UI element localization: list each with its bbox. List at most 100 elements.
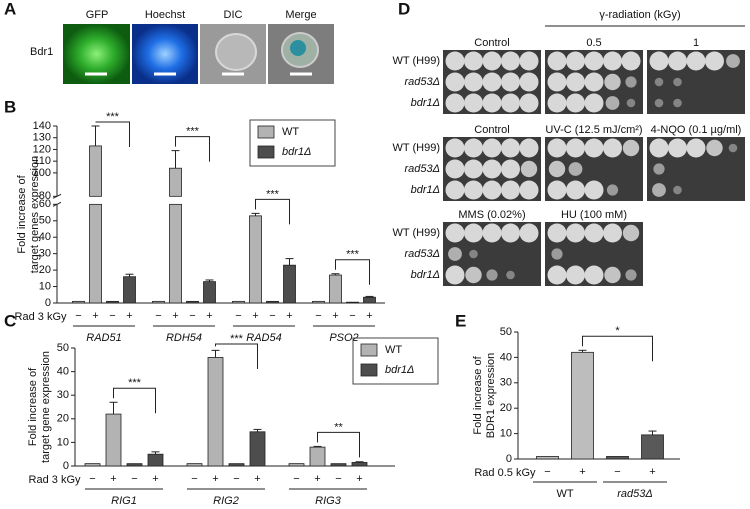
condition-label: +	[314, 473, 320, 485]
condition-label: +	[356, 473, 362, 485]
spot	[519, 180, 539, 200]
bar	[169, 167, 182, 197]
y-tick-label: 0	[63, 460, 69, 472]
significance-bracket	[582, 335, 653, 362]
spot	[445, 138, 465, 158]
spot	[668, 138, 687, 158]
legend-label: bdr1Δ	[385, 364, 414, 376]
spot	[519, 93, 539, 113]
spot	[584, 180, 604, 200]
bar	[330, 463, 347, 467]
spot	[445, 223, 465, 243]
y-tick-label: 120	[33, 143, 51, 155]
spot	[705, 51, 724, 71]
y-tick-label: 80	[39, 190, 51, 202]
y-tick-label: 20	[39, 264, 51, 276]
spot	[673, 77, 682, 87]
bar	[126, 463, 143, 467]
y-axis-label: Fold increase of	[16, 174, 28, 253]
spot	[566, 72, 585, 92]
spot	[520, 160, 538, 178]
bar	[309, 446, 326, 467]
legend-label: bdr1Δ	[282, 146, 311, 158]
spot	[469, 249, 478, 259]
condition-label: MMS (0.02%)	[458, 209, 525, 221]
spot	[551, 248, 563, 260]
bar	[283, 264, 296, 304]
spot	[547, 180, 567, 200]
bar	[346, 301, 359, 304]
strain-label: rad53Δ	[404, 76, 440, 88]
spot	[464, 159, 483, 179]
condition-label: +	[252, 310, 258, 322]
panel-label: E	[455, 311, 466, 330]
spot	[621, 51, 641, 71]
condition-label: −	[614, 466, 620, 478]
condition-label: −	[89, 473, 95, 485]
legend-label: WT	[282, 126, 299, 138]
bar	[123, 276, 136, 304]
error-bar	[648, 430, 657, 435]
spot	[547, 223, 567, 243]
condition-label: 1	[693, 37, 699, 49]
y-tick-label: 40	[57, 366, 69, 378]
spot	[501, 180, 520, 200]
spot	[501, 72, 520, 92]
spot	[673, 185, 682, 195]
spot	[625, 269, 637, 281]
spot	[706, 139, 723, 157]
spot	[654, 77, 664, 87]
y-tick-label: 100	[33, 167, 51, 179]
spot	[464, 93, 483, 113]
condition-label: −	[293, 473, 299, 485]
bar	[641, 434, 664, 460]
error-bar	[125, 273, 134, 277]
error-bar	[109, 401, 118, 415]
condition-label: −	[191, 473, 197, 485]
spot	[584, 72, 604, 92]
error-bar	[211, 349, 220, 358]
y-tick-label: 10	[500, 428, 512, 440]
error-bar	[365, 295, 374, 298]
spot	[519, 51, 539, 71]
strain-label: bdr1Δ	[411, 97, 440, 109]
spot	[626, 98, 636, 108]
strain-label: bdr1Δ	[411, 269, 440, 281]
spot	[501, 93, 520, 113]
condition-label: +	[366, 310, 372, 322]
spot	[726, 54, 740, 68]
y-tick-label: 20	[500, 402, 512, 414]
bar	[72, 300, 85, 304]
spot	[464, 138, 483, 158]
condition-label: UV-C (12.5 mJ/cm²)	[545, 124, 642, 136]
spot	[622, 224, 640, 242]
condition-label: −	[75, 310, 81, 322]
spot	[464, 223, 483, 243]
significance-bracket	[113, 387, 156, 414]
spot	[603, 138, 622, 158]
spot	[519, 223, 539, 243]
spot	[566, 223, 585, 243]
group-label: rad53Δ	[617, 488, 653, 500]
legend-swatch	[257, 125, 275, 139]
bar	[312, 300, 325, 304]
spot	[686, 51, 706, 71]
legend-box	[352, 337, 439, 385]
group-label: RDH54	[166, 332, 202, 344]
panel-label: B	[4, 97, 16, 116]
spot	[686, 138, 706, 158]
spot	[482, 180, 502, 200]
spot	[603, 223, 622, 243]
bar	[329, 274, 342, 304]
spot	[652, 183, 666, 197]
spot	[445, 159, 465, 179]
spot	[501, 138, 520, 158]
bar	[228, 463, 245, 467]
y-axis-label: Fold increase of	[27, 367, 39, 446]
spot	[566, 93, 585, 113]
condition-label: +	[286, 310, 292, 322]
column-label: Hoechst	[145, 9, 185, 21]
panel-label: A	[4, 0, 16, 18]
spot	[445, 72, 465, 92]
bar	[571, 351, 594, 460]
